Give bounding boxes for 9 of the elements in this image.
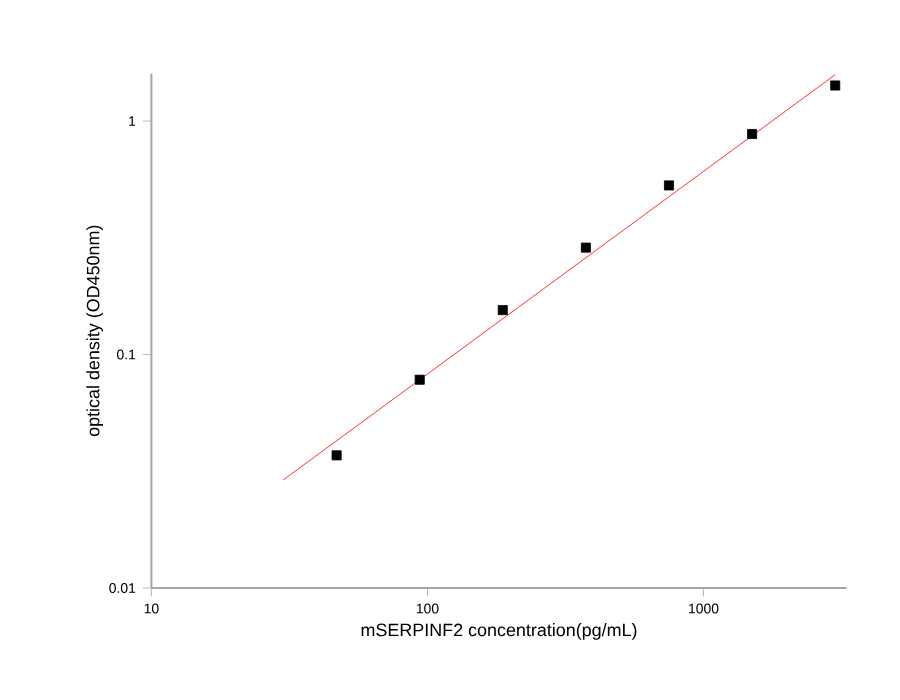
x-axis-title: mSERPINF2 concentration(pg/mL) (361, 623, 637, 640)
point (664, 180, 674, 191)
point (830, 80, 841, 91)
point (497, 305, 508, 316)
point (747, 129, 758, 139)
point (331, 450, 342, 461)
y-axis-title: optical density (OD450nm) (86, 225, 103, 437)
point (580, 242, 591, 253)
point (414, 374, 425, 385)
